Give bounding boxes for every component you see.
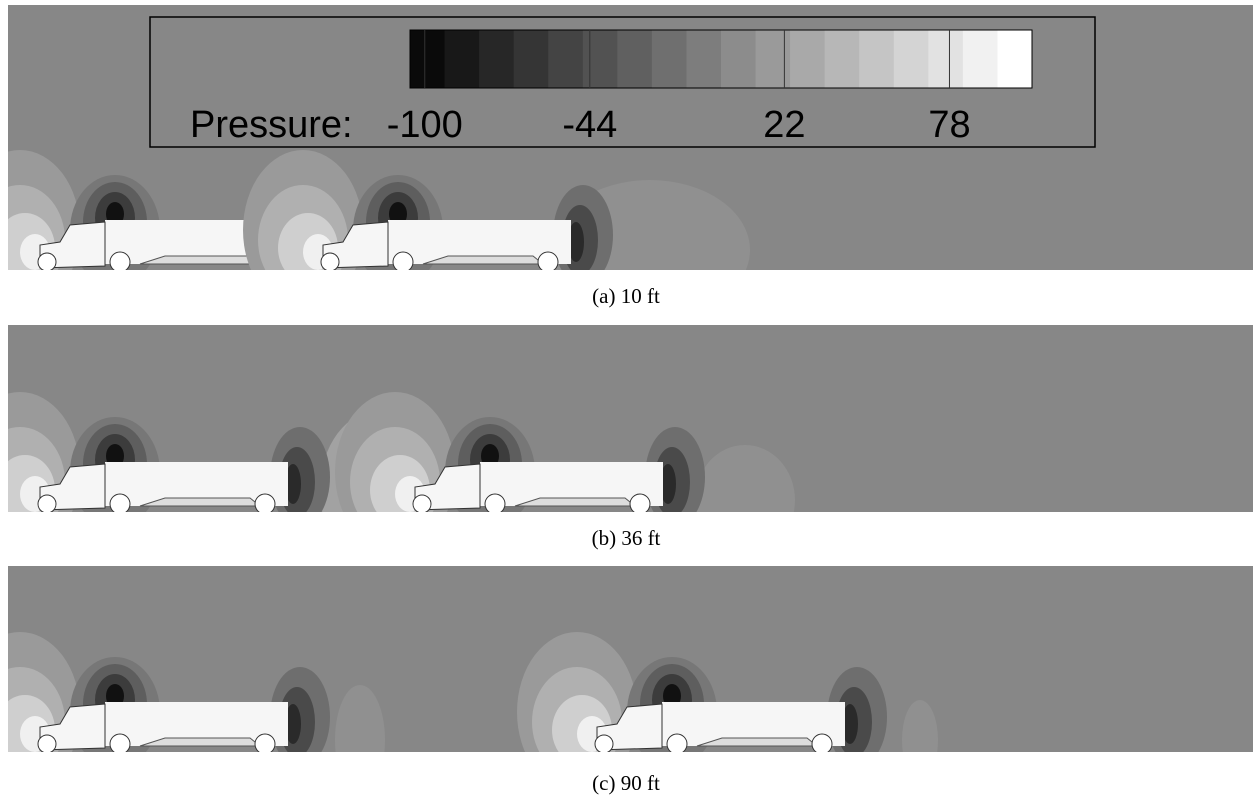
legend: Pressure: -100 -44 22 78 [149,16,1096,148]
color-band [548,30,584,88]
tick-label: 22 [763,104,805,146]
color-band [790,30,826,88]
color-band [859,30,895,88]
color-band [686,30,722,88]
color-band [824,30,860,88]
color-band [721,30,757,88]
tick-label: 78 [928,104,970,146]
legend-label: Pressure: [190,104,353,146]
color-band [582,30,618,88]
color-band [479,30,515,88]
color-band [513,30,549,88]
panel-b [8,325,1253,512]
colorbar-frame [409,29,1033,89]
color-band [755,30,791,88]
color-band [410,30,446,88]
color-band [617,30,653,88]
color-band [651,30,687,88]
caption: (a) 10 ft [592,284,660,308]
panel-c [8,566,1253,752]
color-band [444,30,480,88]
color-band [997,30,1033,88]
color-band [962,30,998,88]
color-band [893,30,929,88]
tick-label: -100 [387,104,463,146]
color-band [928,30,964,88]
tick-label: -44 [562,104,617,146]
caption: (b) 36 ft [592,526,661,550]
caption: (c) 90 ft [592,771,660,795]
